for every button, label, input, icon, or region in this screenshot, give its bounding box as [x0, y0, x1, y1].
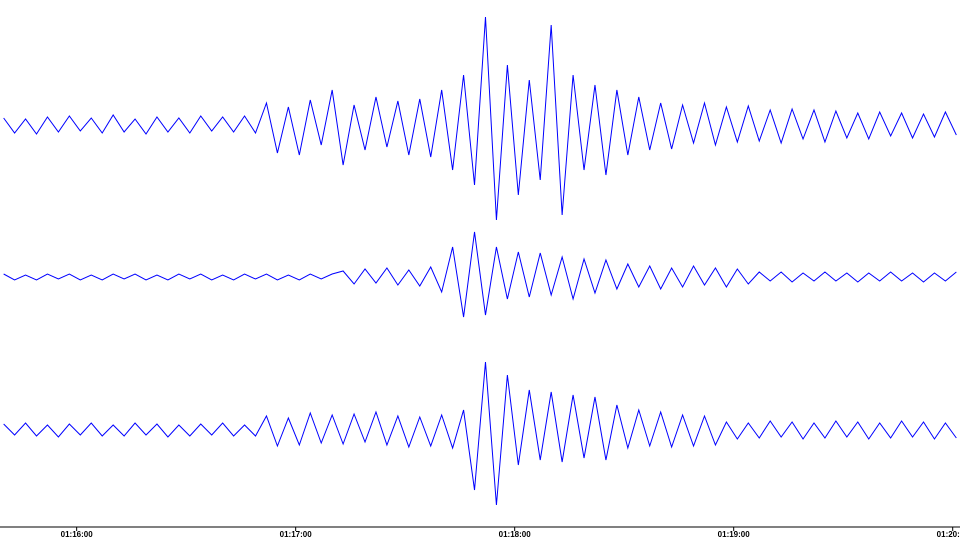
- x-tick-label: 01:18:00: [499, 530, 532, 539]
- x-tick-label: 01:19:00: [718, 530, 751, 539]
- x-tick-label: 01:16:00: [61, 530, 94, 539]
- x-tick-label: 01:17:00: [280, 530, 313, 539]
- waveform: [3, 16, 957, 221]
- waveform: [3, 361, 957, 506]
- x-tick-label: 01:20:00: [937, 530, 960, 539]
- waveform: [3, 231, 957, 318]
